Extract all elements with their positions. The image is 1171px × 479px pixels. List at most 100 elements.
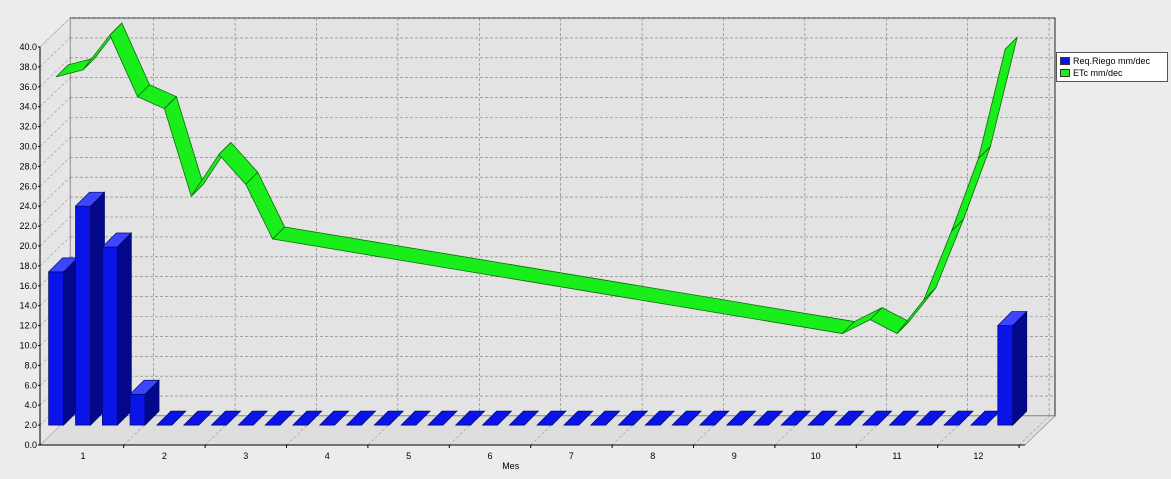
bar-flat	[807, 410, 838, 426]
bar-flat	[563, 410, 594, 426]
bar-flat	[752, 410, 784, 426]
bar-front	[48, 271, 64, 426]
bar-flat	[861, 410, 893, 426]
y-tick-label: 38.0	[19, 62, 37, 72]
gridline-x-floor	[1018, 415, 1050, 446]
bar-flat	[617, 410, 649, 426]
y-tick-label: 2.0	[24, 420, 37, 430]
bar-flat	[915, 410, 947, 426]
gridline-y-side	[39, 57, 71, 88]
bar-flat	[400, 410, 431, 426]
x-tick-label: 4	[325, 451, 330, 461]
gridline-y-side	[39, 117, 71, 147]
legend: Req.Riego mm/dec ETc mm/dec	[1056, 52, 1168, 82]
bar-front	[102, 246, 118, 426]
legend-swatch-riego	[1060, 57, 1070, 65]
bar-flat	[536, 410, 567, 426]
x-tick-label: 8	[650, 451, 655, 461]
gridline-y-side	[39, 236, 71, 267]
gridline-x-floor	[123, 415, 154, 446]
gridline-x-floor	[530, 415, 561, 446]
bar-flat	[264, 410, 296, 426]
bar-flat	[318, 410, 350, 426]
gridline-x-floor	[367, 415, 399, 446]
gridline-x-floor	[286, 415, 317, 446]
bar-front	[997, 325, 1014, 426]
y-tick-label: 12.0	[19, 321, 37, 331]
y-tick-label: 6.0	[24, 380, 37, 390]
gridline-x-floor	[774, 415, 806, 446]
y-tick-label: 10.0	[19, 341, 37, 351]
bar-front	[75, 205, 91, 426]
bar-flat	[780, 410, 812, 426]
x-tick-label: 6	[487, 451, 492, 461]
legend-item-etc: ETc mm/dec	[1060, 67, 1123, 79]
gridline-y-side	[39, 157, 71, 187]
x-tick-label: 10	[811, 451, 821, 461]
bar-side	[144, 379, 160, 426]
legend-item-riego: Req.Riego mm/dec	[1060, 55, 1150, 67]
bar-side	[1012, 310, 1028, 426]
gridline-x-floor	[204, 415, 236, 446]
y-tick-label: 36.0	[19, 82, 37, 92]
y-tick-label: 0.0	[24, 440, 37, 450]
bar-flat	[834, 410, 865, 426]
gridline-x-floor	[693, 415, 724, 446]
x-tick-label: 11	[892, 451, 901, 461]
y-tick-label: 28.0	[19, 161, 37, 171]
gridline-y-side	[39, 17, 71, 48]
bar-flat	[671, 410, 703, 426]
y-tick-label: 30.0	[19, 142, 37, 152]
bar-front	[129, 393, 146, 426]
bar-flat	[508, 410, 540, 426]
legend-label-etc: ETc mm/dec	[1073, 68, 1123, 78]
gridline-x-floor	[611, 415, 643, 446]
bar-flat	[345, 410, 377, 426]
y-tick-label: 20.0	[19, 241, 37, 251]
bar-flat	[698, 410, 730, 426]
legend-swatch-etc	[1060, 69, 1070, 77]
bar-flat	[644, 410, 676, 426]
gridline-y-side	[39, 196, 71, 227]
y-tick-label: 26.0	[19, 181, 37, 191]
y-tick-label: 16.0	[19, 281, 37, 291]
bar-flat	[210, 410, 242, 426]
y-tick-label: 8.0	[24, 360, 37, 370]
x-tick-label: 2	[162, 451, 167, 461]
x-tick-label: 9	[732, 451, 737, 461]
bar-flat	[943, 410, 974, 426]
gridline-x-floor	[856, 415, 887, 446]
x-tick-label: 1	[80, 451, 85, 461]
y-tick-label: 4.0	[24, 400, 37, 410]
y-tick-label: 40.0	[19, 42, 37, 52]
bar-flat	[454, 410, 486, 426]
bar-flat	[156, 410, 187, 426]
legend-label-riego: Req.Riego mm/dec	[1073, 56, 1151, 66]
x-tick-label: 3	[243, 451, 248, 461]
gridline-y-side	[39, 216, 71, 247]
bar-flat	[237, 410, 269, 426]
x-axis-label: Mes	[502, 461, 520, 471]
gridline-y-side	[39, 176, 71, 207]
etc-ribbon-segment	[978, 36, 1018, 159]
bar-side	[117, 232, 132, 426]
gridline-x-floor	[937, 415, 968, 446]
y-tick-label: 18.0	[19, 261, 37, 271]
bar-flat	[481, 410, 513, 426]
x-tick-label: 7	[569, 451, 574, 461]
x-tick-label: 12	[973, 451, 983, 461]
y-tick-label: 34.0	[19, 102, 37, 112]
gridline-x-floor	[449, 415, 480, 446]
bar-flat	[182, 410, 214, 426]
bar-flat	[427, 410, 458, 426]
bar-flat	[888, 410, 920, 426]
gridline-y-side	[39, 37, 71, 68]
y-tick-label: 32.0	[19, 122, 37, 132]
y-tick-label: 22.0	[19, 221, 37, 231]
bar-flat	[725, 410, 757, 426]
gridline-y-side	[39, 137, 71, 167]
bar-flat	[589, 410, 621, 426]
bar-flat	[373, 410, 405, 426]
gridline-y-side	[39, 77, 71, 107]
